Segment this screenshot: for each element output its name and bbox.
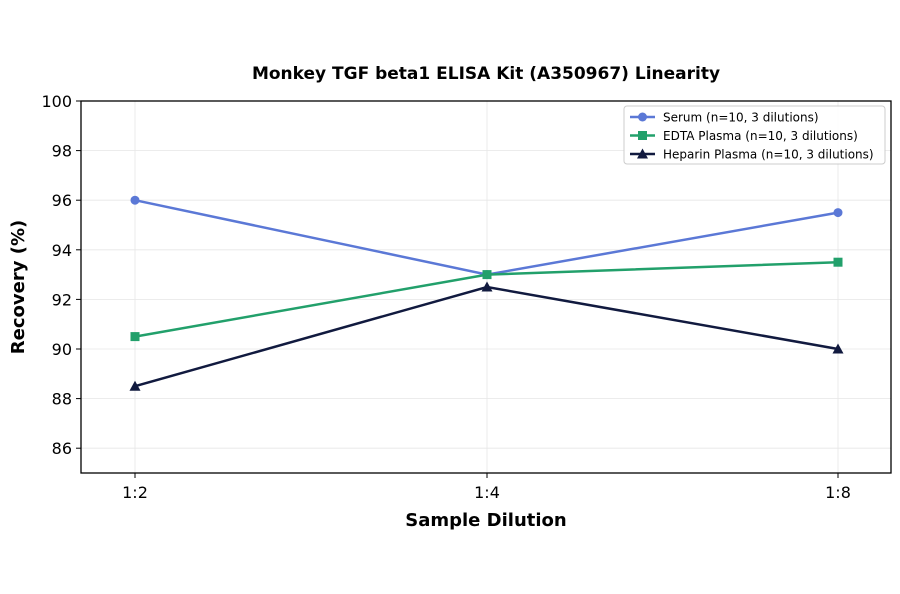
data-point-edta [130, 332, 140, 342]
x-axis: 1:2 1:4 1:8 [122, 473, 851, 502]
y-tick-label: 88 [52, 390, 72, 409]
x-axis-label: Sample Dilution [405, 510, 566, 531]
y-axis: 86 88 90 92 94 96 98 100 [41, 92, 81, 458]
legend-label-edta: EDTA Plasma (n=10, 3 dilutions) [663, 129, 858, 143]
legend-marker-serum [638, 112, 647, 122]
legend-marker-heparin [637, 148, 648, 159]
y-tick-label: 98 [52, 142, 72, 161]
y-tick-label: 90 [52, 340, 72, 359]
legend-marker-edta [638, 131, 647, 140]
x-tick-label: 1:2 [122, 483, 148, 502]
y-tick-label: 92 [52, 290, 72, 309]
data-point-heparin [481, 281, 493, 292]
legend-label-serum: Serum (n=10, 3 dilutions) [663, 111, 819, 125]
x-tick-label: 1:8 [825, 483, 851, 502]
series-layer [129, 195, 844, 391]
chart-title: Monkey TGF beta1 ELISA Kit (A350967) Lin… [252, 64, 720, 84]
y-tick-label: 94 [52, 241, 72, 260]
series-line-serum [134, 198, 839, 276]
data-point-serum [130, 195, 140, 205]
y-tick-label: 96 [52, 191, 72, 210]
x-tick-label: 1:4 [474, 483, 500, 502]
legend-label-heparin: Heparin Plasma (n=10, 3 dilutions) [663, 148, 874, 162]
y-tick-label: 86 [52, 439, 72, 458]
data-point-heparin [129, 380, 141, 391]
series-edta [130, 257, 843, 342]
data-point-edta [482, 270, 492, 280]
data-point-heparin [832, 343, 844, 354]
legend-box [623, 105, 886, 165]
y-tick-label: 100 [41, 92, 72, 111]
y-axis-label: Recovery (%) [8, 220, 29, 354]
series-line-heparin [134, 285, 839, 388]
legend: Serum (n=10, 3 dilutions) EDTA Plasma (n=… [623, 105, 886, 165]
plot-frame [80, 100, 892, 474]
data-point-edta [833, 257, 843, 267]
series-heparin [129, 281, 844, 391]
data-point-serum [833, 208, 843, 218]
